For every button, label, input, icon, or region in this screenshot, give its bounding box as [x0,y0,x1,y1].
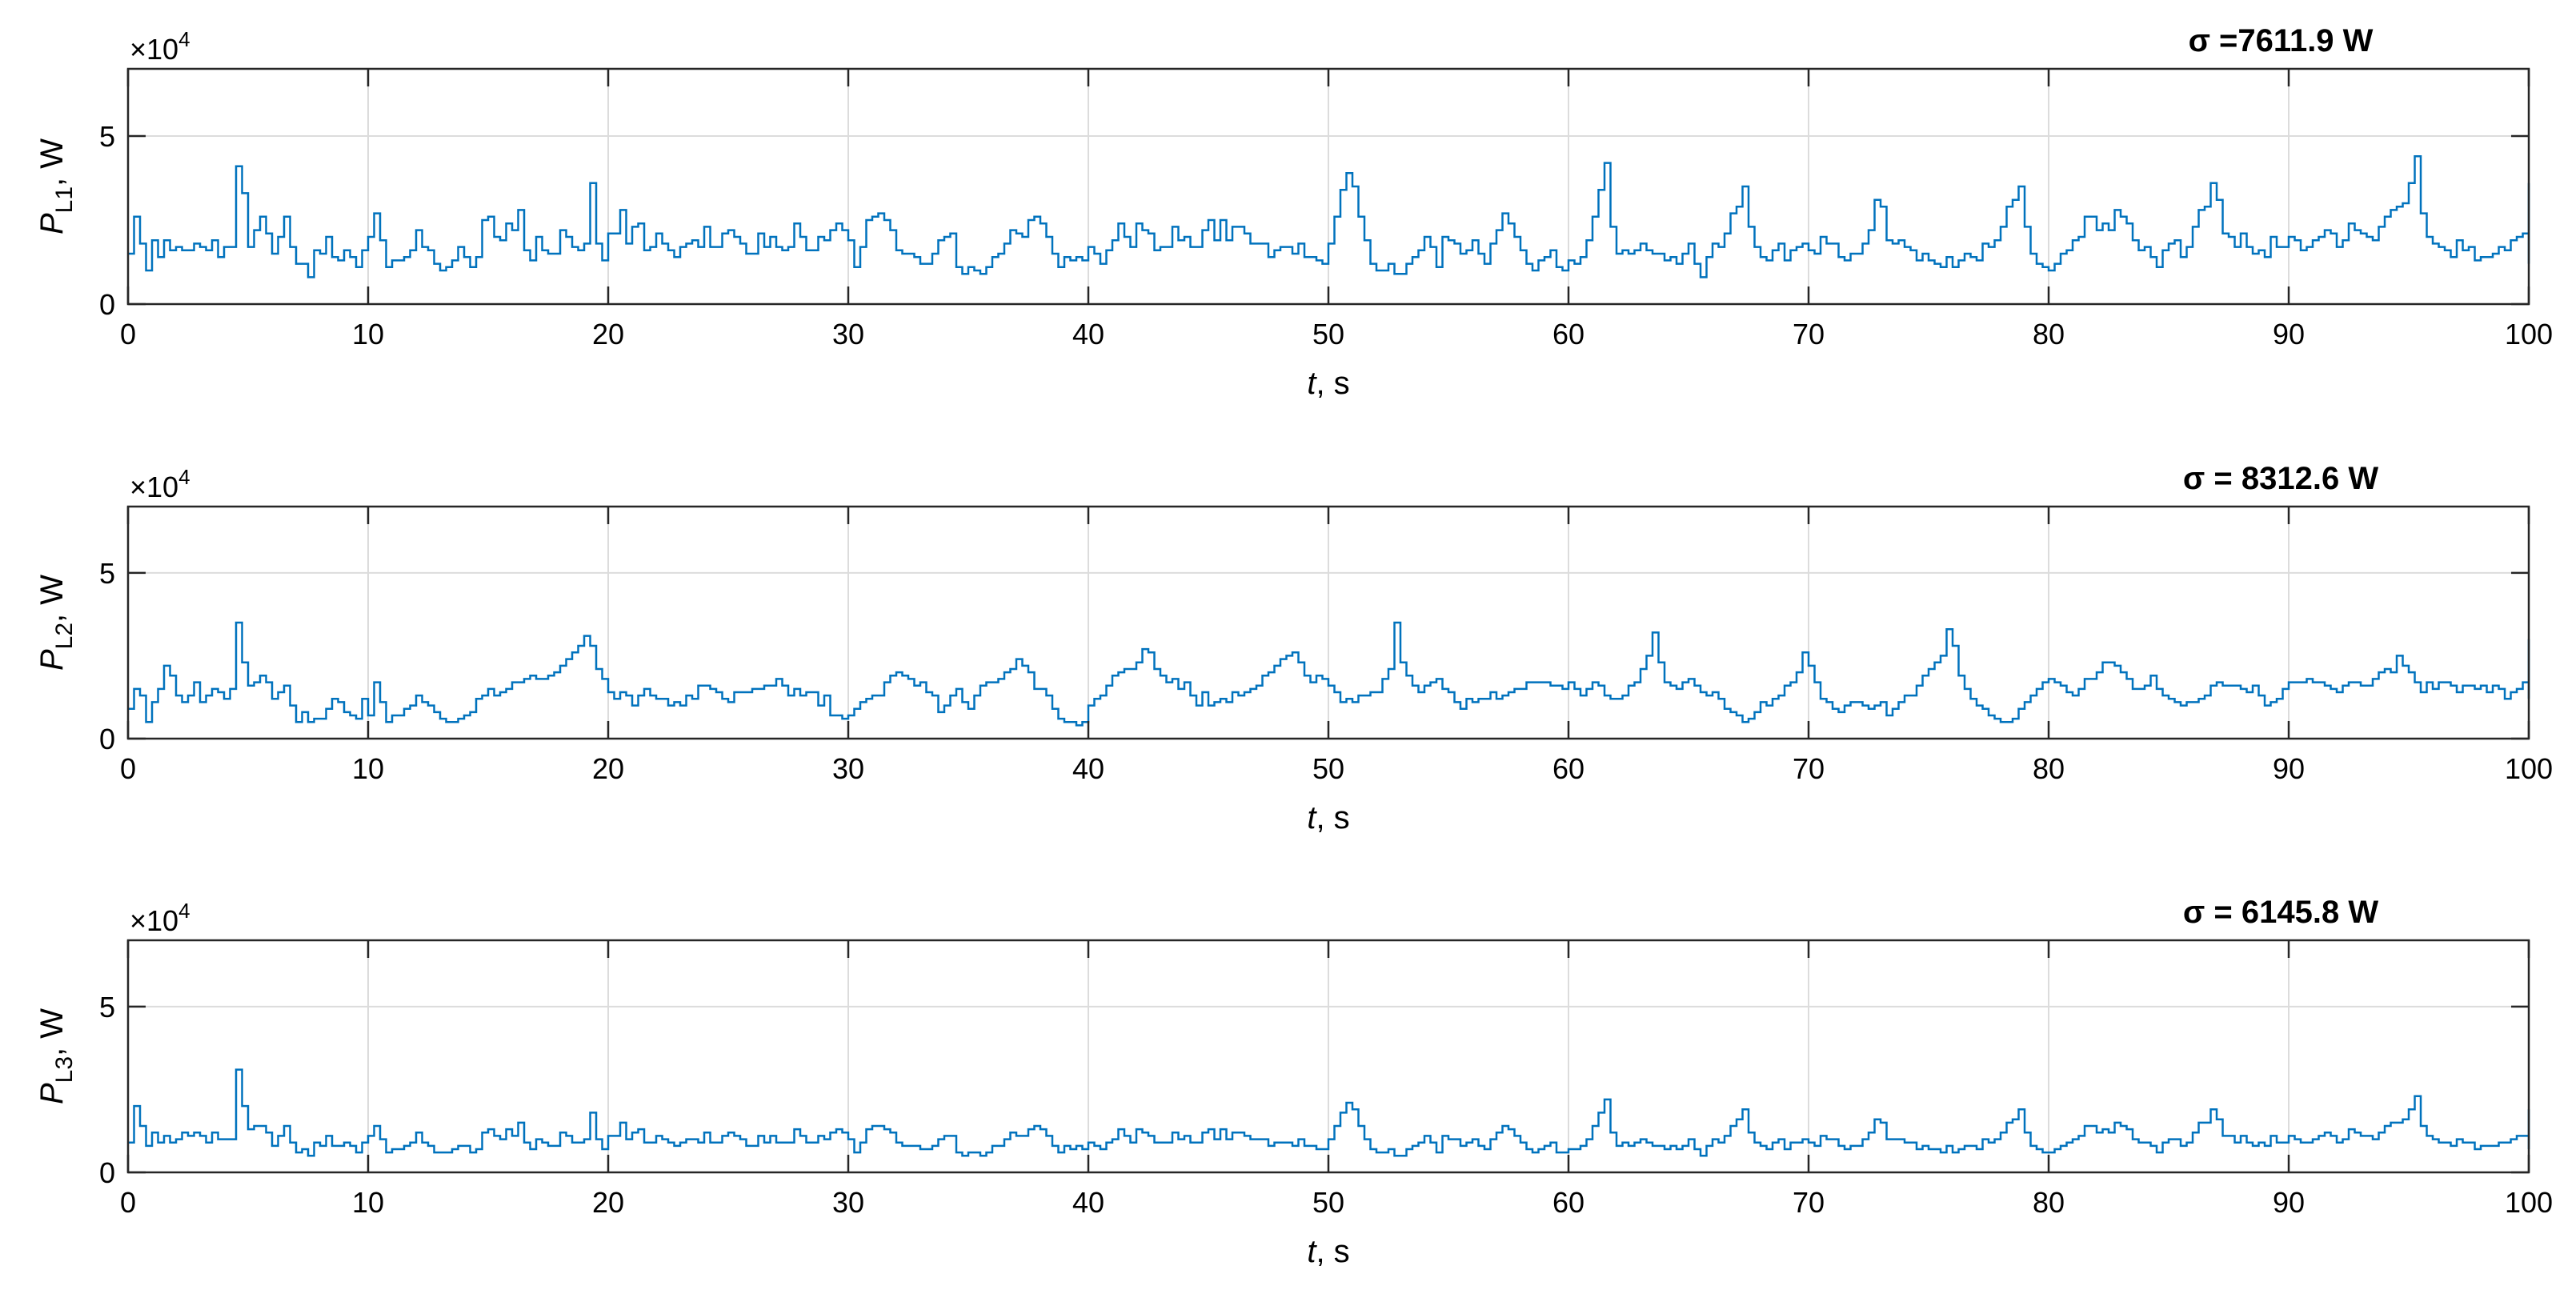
x-tick-label: 30 [832,752,864,785]
x-tick-label: 0 [120,1186,136,1219]
y-exponent-label: ×104 [130,27,190,66]
y-tick-label: 0 [99,723,115,755]
y-exponent-label: ×104 [130,465,190,503]
x-tick-label: 70 [1793,318,1825,351]
sigma-label: σ = 6145.8 W [2183,895,2378,930]
x-tick-label: 100 [2505,752,2553,785]
x-tick-label: 10 [352,752,384,785]
x-tick-label: 60 [1552,318,1584,351]
x-tick-label: 80 [2033,752,2065,785]
x-tick-label: 60 [1552,752,1584,785]
x-tick-label: 20 [592,318,624,351]
x-tick-label: 90 [2273,318,2305,351]
x-tick-label: 80 [2033,1186,2065,1219]
y-axis-label: PL3, W [34,1008,78,1104]
x-tick-label: 10 [352,318,384,351]
x-tick-label: 30 [832,318,864,351]
x-tick-label: 20 [592,1186,624,1219]
x-tick-label: 0 [120,318,136,351]
x-tick-label: 100 [2505,1186,2553,1219]
subplot-2: 0 10 20 30 40 50 60 70 80 90 100 0 5 ×104 σ = 8312.6 W… [34,461,2553,835]
x-tick-label: 30 [832,1186,864,1219]
x-tick-label: 90 [2273,752,2305,785]
x-tick-label: 40 [1072,752,1104,785]
y-axis-label: PL2, W [34,575,78,671]
data-series-L1 [128,154,2530,278]
x-tick-label: 40 [1072,1186,1104,1219]
x-tick-label: 50 [1312,752,1344,785]
subplot-3: 0 10 20 30 40 50 60 70 80 90 100 0 5 ×104 σ = 6145.8 W… [34,895,2553,1269]
y-tick-label: 5 [99,120,115,153]
x-axis-label: t, s [1307,1234,1349,1269]
x-tick-label: 100 [2505,318,2553,351]
y-axis-label: PL1, W [34,138,78,234]
x-tick-label: 80 [2033,318,2065,351]
x-tick-label: 60 [1552,1186,1584,1219]
y-tick-label: 5 [99,991,115,1024]
x-tick-label: 20 [592,752,624,785]
y-exponent-label: ×104 [130,899,190,937]
x-tick-label: 70 [1793,752,1825,785]
sigma-label: σ =7611.9 W [2189,23,2374,58]
y-tick-label: 0 [99,288,115,321]
data-series-L2 [128,621,2530,727]
x-axis-label: t, s [1307,800,1349,835]
data-series-L3 [128,1068,2530,1157]
x-tick-label: 0 [120,752,136,785]
sigma-label: σ = 8312.6 W [2183,461,2378,496]
x-tick-label: 40 [1072,318,1104,351]
y-tick-label: 0 [99,1156,115,1189]
x-axis-label: t, s [1307,366,1349,401]
x-tick-label: 10 [352,1186,384,1219]
x-tick-label: 70 [1793,1186,1825,1219]
x-tick-label: 50 [1312,318,1344,351]
subplot-1: 0 10 20 30 40 50 60 70 80 90 100 0 5 ×104 σ =7611.9 W t… [34,23,2553,401]
x-tick-label: 50 [1312,1186,1344,1219]
y-tick-label: 5 [99,557,115,590]
x-tick-label: 90 [2273,1186,2305,1219]
